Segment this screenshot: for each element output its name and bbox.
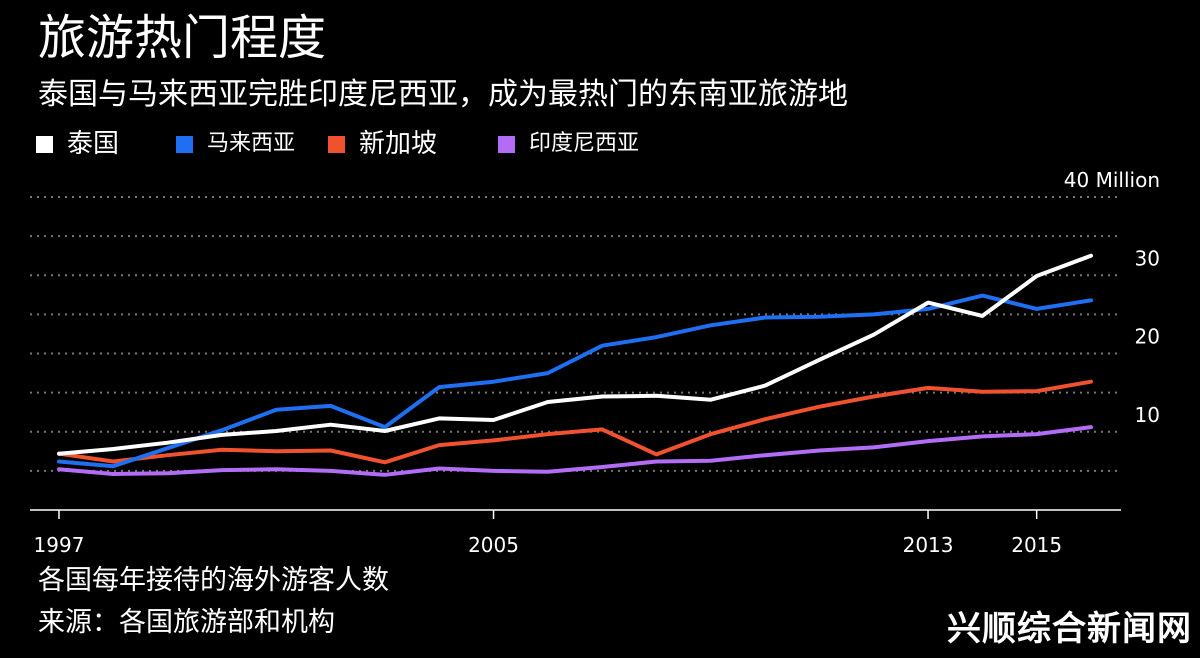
series-lines <box>57 253 1093 477</box>
legend-swatch-malaysia <box>176 135 193 153</box>
legend-label-indonesia: 印度尼西亚 <box>529 131 640 156</box>
legend: 泰国 马来西亚 新加坡 印度尼西亚 <box>36 124 756 164</box>
legend-item-indonesia: 印度尼西亚 <box>498 124 639 164</box>
chart-subtitle: 泰国与马来西亚完胜印度尼西亚，成为最热门的东南亚旅游地 <box>38 77 848 112</box>
y-tick-label: 10 <box>1135 403 1160 427</box>
legend-item-singapore: 新加坡 <box>328 124 437 164</box>
legend-item-malaysia: 马来西亚 <box>176 124 295 164</box>
y-tick-label: 40 Million <box>1064 168 1160 192</box>
y-tick-label: 30 <box>1135 246 1160 270</box>
y-tick-label: 20 <box>1135 325 1160 349</box>
chart-title: 旅游热门程度 <box>38 10 327 66</box>
legend-swatch-indonesia <box>498 135 515 153</box>
legend-label-malaysia: 马来西亚 <box>207 131 296 156</box>
footer-note: 各国每年接待的海外游客人数 <box>38 565 389 596</box>
source-note: 来源：各国旅游部和机构 <box>38 607 335 638</box>
series-line-indonesia <box>57 425 1093 477</box>
watermark: 兴顺综合新闻网 <box>947 609 1192 649</box>
series-line-singapore <box>57 379 1093 465</box>
x-tick-label: 1997 <box>34 533 85 557</box>
y-axis-labels: 10 20 30 40 Million <box>1064 168 1160 427</box>
x-axis: 1997 2005 2013 2015 <box>30 509 1121 557</box>
legend-label-singapore: 新加坡 <box>359 129 438 159</box>
x-tick-label: 2005 <box>468 533 519 557</box>
legend-swatch-singapore <box>328 135 345 153</box>
legend-swatch-thailand <box>36 135 53 153</box>
x-tick-label: 2013 <box>903 533 954 557</box>
x-tick-label: 2015 <box>1011 533 1062 557</box>
legend-item-thailand: 泰国 <box>36 124 119 164</box>
legend-label-thailand: 泰国 <box>67 129 120 159</box>
series-line-thailand <box>57 253 1093 456</box>
